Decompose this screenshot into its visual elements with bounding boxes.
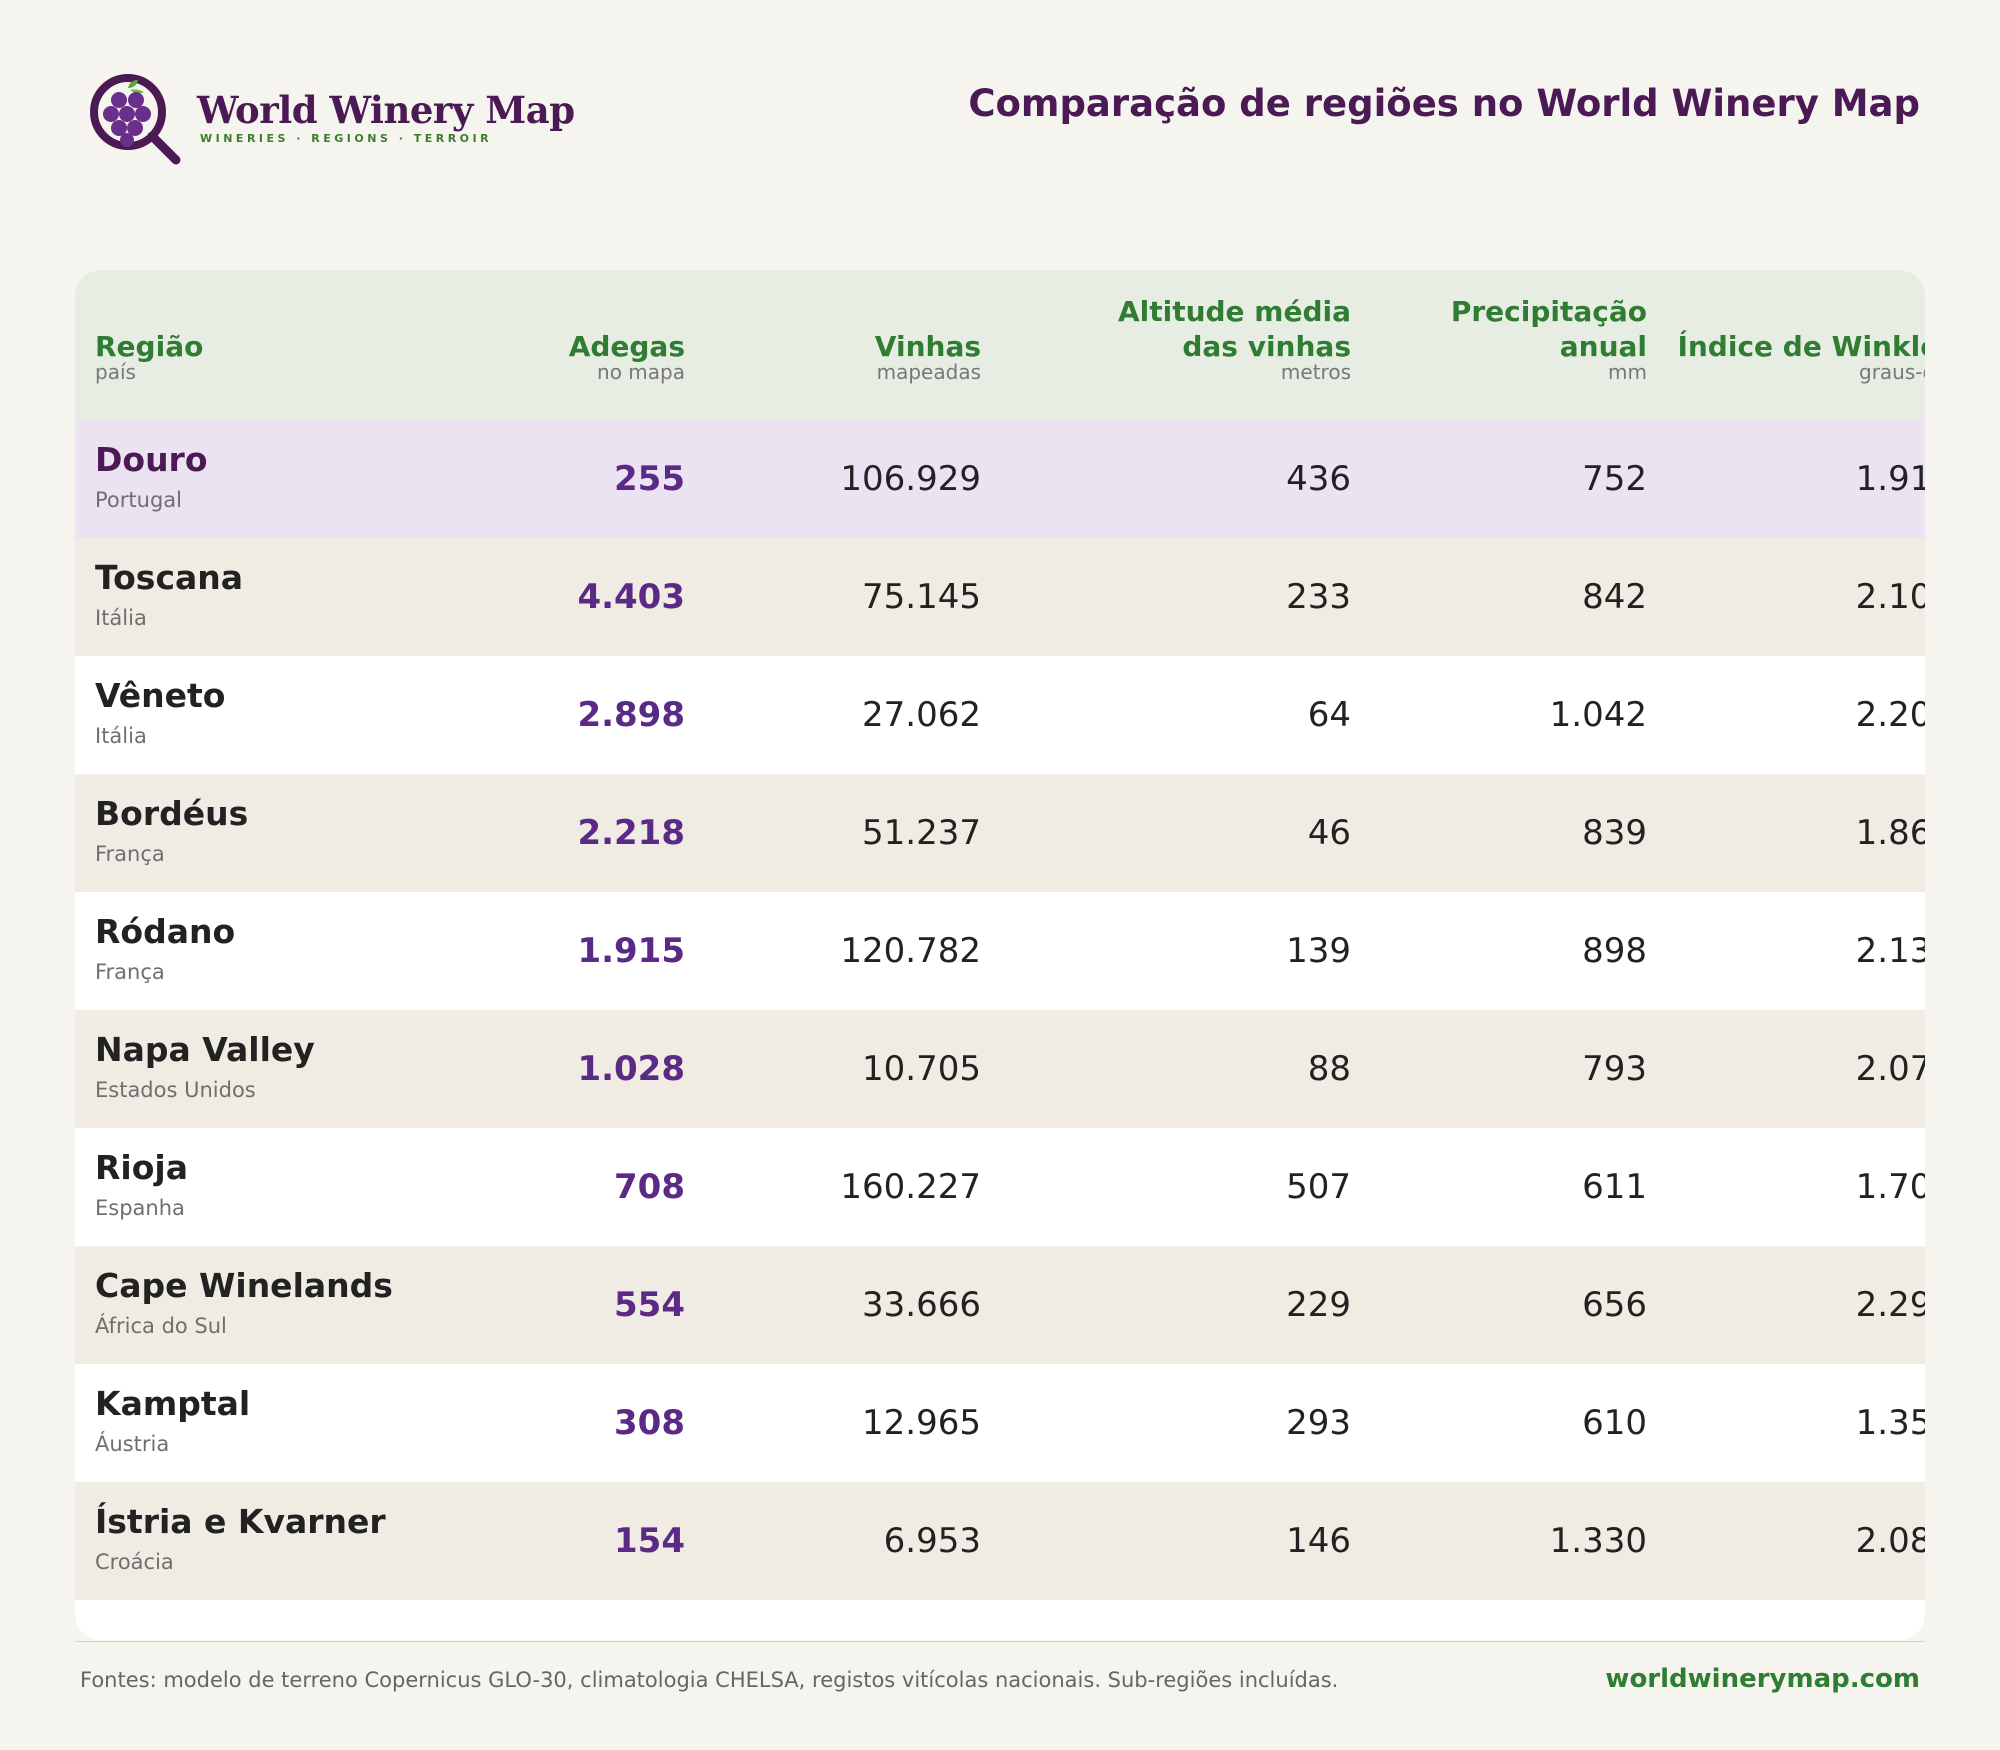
- cell-altitude: 46: [1307, 813, 1351, 853]
- cell-adegas: 554: [614, 1285, 685, 1325]
- cell-altitude: 64: [1307, 695, 1351, 735]
- cell-region-name: Bordéus: [95, 794, 249, 833]
- cell-adegas: 154: [614, 1521, 685, 1561]
- cell-region-name: Vêneto: [95, 676, 226, 715]
- cell-precipitacao: 1.042: [1549, 695, 1647, 735]
- cell-winkler: 2.109: [1855, 577, 1925, 617]
- cell-adegas: 4.403: [577, 577, 685, 617]
- cell-winkler: 1.918: [1855, 459, 1925, 499]
- table-row: Cape Winelands África do Sul 554 33.666 229 6…: [75, 1246, 1925, 1364]
- cell-altitude: 233: [1286, 577, 1351, 617]
- footer-divider: [75, 1641, 1925, 1642]
- cell-altitude: 229: [1286, 1285, 1351, 1325]
- cell-region-name: Napa Valley: [95, 1030, 315, 1069]
- cell-country: Portugal: [95, 488, 182, 512]
- cell-vinhas: 160.227: [840, 1167, 981, 1207]
- cell-vinhas: 51.237: [862, 813, 981, 853]
- column-header-vinhas: Vinhas mapeadas: [874, 330, 981, 384]
- cell-winkler: 1.861: [1855, 813, 1925, 853]
- cell-precipitacao: 611: [1582, 1167, 1647, 1207]
- cell-winkler: 2.200: [1855, 695, 1925, 735]
- cell-precipitacao: 898: [1582, 931, 1647, 971]
- page-title: Comparação de regiões no World Winery Ma…: [968, 82, 1920, 125]
- cell-country: África do Sul: [95, 1314, 227, 1338]
- cell-altitude: 146: [1286, 1521, 1351, 1561]
- table-row: Napa Valley Estados Unidos 1.028 10.705 88 79…: [75, 1010, 1925, 1128]
- column-header-winkler: Índice de Winkler graus-dia: [1677, 330, 1925, 384]
- page-header: World Winery Map WINERIES · REGIONS · TE…: [0, 0, 2000, 200]
- brand-name: World Winery Map: [197, 88, 575, 132]
- cell-winkler: 1.708: [1855, 1167, 1925, 1207]
- cell-winkler: 2.076: [1855, 1049, 1925, 1089]
- table-row: Vêneto Itália 2.898 27.062 64 1.042 2.200: [75, 656, 1925, 774]
- cell-vinhas: 33.666: [862, 1285, 981, 1325]
- cell-altitude: 293: [1286, 1403, 1351, 1443]
- cell-vinhas: 6.953: [883, 1521, 981, 1561]
- table-row: Bordéus França 2.218 51.237 46 839 1.861: [75, 774, 1925, 892]
- footer-sources: Fontes: modelo de terreno Copernicus GLO…: [80, 1668, 1339, 1692]
- cell-adegas: 708: [614, 1167, 685, 1207]
- cell-country: Itália: [95, 606, 147, 630]
- cell-country: Áustria: [95, 1432, 170, 1456]
- cell-vinhas: 27.062: [862, 695, 981, 735]
- cell-adegas: 308: [614, 1403, 685, 1443]
- cell-region-name: Ródano: [95, 912, 236, 951]
- table-row: Rioja Espanha 708 160.227 507 611 1.708: [75, 1128, 1925, 1246]
- cell-adegas: 1.915: [577, 931, 685, 971]
- cell-adegas: 2.218: [577, 813, 685, 853]
- cell-region-name: Ístria e Kvarner: [95, 1502, 386, 1541]
- cell-vinhas: 120.782: [840, 931, 981, 971]
- cell-adegas: 255: [614, 459, 685, 499]
- cell-country: Espanha: [95, 1196, 185, 1220]
- column-header-regiao: Região país: [95, 330, 204, 384]
- table-header: Região país Adegas no mapa Vinhas mapead…: [75, 270, 1925, 420]
- cell-precipitacao: 1.330: [1549, 1521, 1647, 1561]
- table-row: Douro Portugal 255 106.929 436 752 1.918: [75, 420, 1925, 538]
- table-row: Toscana Itália 4.403 75.145 233 842 2.109: [75, 538, 1925, 656]
- cell-precipitacao: 656: [1582, 1285, 1647, 1325]
- cell-altitude: 507: [1286, 1167, 1351, 1207]
- table-row: Ístria e Kvarner Croácia 154 6.953 146 1.330 2…: [75, 1482, 1925, 1600]
- cell-country: Itália: [95, 724, 147, 748]
- cell-winkler: 2.131: [1855, 931, 1925, 971]
- cell-vinhas: 75.145: [862, 577, 981, 617]
- cell-region-name: Rioja: [95, 1148, 188, 1187]
- cell-winkler: 2.299: [1855, 1285, 1925, 1325]
- comparison-table: Região país Adegas no mapa Vinhas mapead…: [75, 270, 1925, 1640]
- cell-precipitacao: 610: [1582, 1403, 1647, 1443]
- cell-precipitacao: 842: [1582, 577, 1647, 617]
- cell-precipitacao: 793: [1582, 1049, 1647, 1089]
- column-header-precipitacao: Precipitação anual mm: [1450, 295, 1647, 384]
- table-row: Ródano França 1.915 120.782 139 898 2.131: [75, 892, 1925, 1010]
- cell-country: Estados Unidos: [95, 1078, 256, 1102]
- cell-region-name: Kamptal: [95, 1384, 251, 1423]
- cell-region-name: Toscana: [95, 558, 244, 597]
- footer-website-link[interactable]: worldwinerymap.com: [1605, 1664, 1920, 1694]
- grape-magnifier-icon: [90, 74, 181, 165]
- table-row: Kamptal Áustria 308 12.965 293 610 1.358: [75, 1364, 1925, 1482]
- cell-winkler: 2.088: [1855, 1521, 1925, 1561]
- cell-altitude: 139: [1286, 931, 1351, 971]
- brand-tagline: WINERIES · REGIONS · TERROIR: [200, 132, 493, 145]
- cell-country: Croácia: [95, 1550, 174, 1574]
- cell-vinhas: 10.705: [862, 1049, 981, 1089]
- cell-altitude: 88: [1307, 1049, 1351, 1089]
- cell-vinhas: 106.929: [840, 459, 981, 499]
- cell-adegas: 2.898: [577, 695, 685, 735]
- column-header-adegas: Adegas no mapa: [568, 330, 685, 384]
- cell-region-name: Cape Winelands: [95, 1266, 393, 1305]
- cell-precipitacao: 752: [1582, 459, 1647, 499]
- cell-vinhas: 12.965: [862, 1403, 981, 1443]
- cell-precipitacao: 839: [1582, 813, 1647, 853]
- cell-winkler: 1.358: [1855, 1403, 1925, 1443]
- cell-region-name: Douro: [95, 440, 208, 479]
- column-header-altitude: Altitude média das vinhas metros: [1117, 295, 1351, 384]
- cell-country: França: [95, 960, 165, 984]
- cell-country: França: [95, 842, 165, 866]
- cell-adegas: 1.028: [577, 1049, 685, 1089]
- cell-altitude: 436: [1286, 459, 1351, 499]
